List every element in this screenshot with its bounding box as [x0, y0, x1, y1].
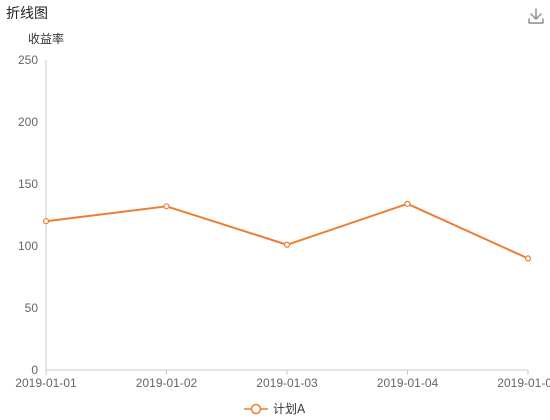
y-tick-label: 250 — [18, 53, 38, 67]
y-tick-label: 0 — [31, 363, 38, 377]
download-icon — [528, 8, 544, 24]
data-point[interactable] — [42, 218, 50, 225]
x-tick-label: 2019-01-01 — [15, 376, 77, 390]
data-point[interactable] — [283, 241, 291, 248]
y-axis-title: 收益率 — [28, 31, 64, 46]
x-tick-label: 2019-01-05 — [497, 376, 550, 390]
series-line — [45, 202, 529, 260]
data-point[interactable] — [163, 203, 170, 210]
download-button[interactable] — [526, 6, 546, 26]
legend[interactable]: 计划A — [244, 402, 306, 416]
y-tick-label: 150 — [18, 177, 38, 191]
x-tick-label: 2019-01-03 — [256, 376, 318, 390]
data-point[interactable] — [524, 255, 532, 262]
x-tick-label: 2019-01-04 — [377, 376, 439, 390]
legend-dot-marker — [250, 403, 262, 415]
data-point[interactable] — [404, 200, 411, 207]
series-layer — [42, 200, 532, 262]
y-tick-label: 200 — [18, 115, 38, 129]
y-tick-label: 50 — [25, 301, 39, 315]
legend-item-plan-a: 计划A — [273, 402, 306, 416]
y-axis: 0 50 100 150 200 250 — [18, 53, 47, 377]
x-tick-label: 2019-01-02 — [136, 376, 198, 390]
x-axis: 2019-01-01 2019-01-02 2019-01-03 2019-01-04… — [15, 369, 550, 390]
y-tick-label: 100 — [18, 239, 38, 253]
chart-title: 折线图 — [6, 6, 48, 22]
